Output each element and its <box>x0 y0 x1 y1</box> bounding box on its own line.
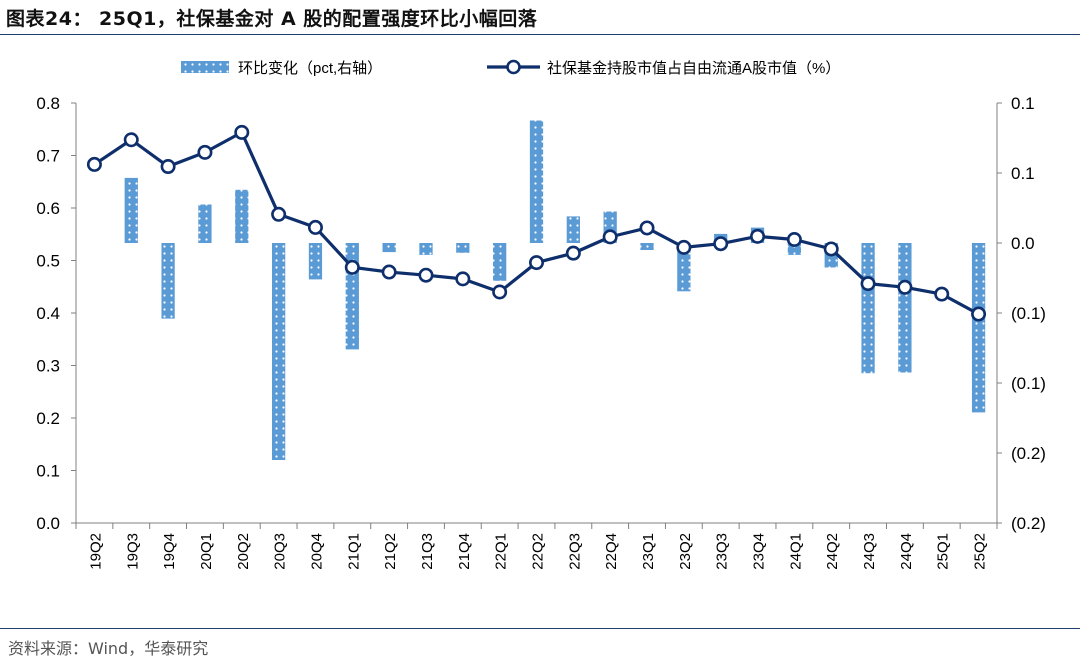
legend-line-marker <box>506 59 521 75</box>
point-22Q4 <box>602 229 618 245</box>
left-tick-label: 0.3 <box>36 357 60 376</box>
right-tick-label: (0.1) <box>1011 374 1046 393</box>
point-21Q3 <box>418 267 434 283</box>
top-divider <box>0 34 1080 35</box>
x-tick-label: 20Q2 <box>235 533 252 570</box>
bar-24Q3 <box>861 243 875 374</box>
point-20Q4 <box>307 219 323 235</box>
legend-bar-label: 环比变化（pct,右轴） <box>238 60 382 77</box>
left-tick-label: 0.4 <box>36 304 60 323</box>
point-24Q1 <box>786 232 802 248</box>
x-tick-label: 23Q3 <box>714 533 731 570</box>
x-tick-label: 22Q1 <box>493 533 510 570</box>
chart-area: 环比变化（pct,右轴） 社保基金持股市值占自由流通A股市值（%） 0.00.10… <box>36 59 1046 570</box>
point-19Q4 <box>160 159 176 175</box>
bar-22Q2 <box>529 120 544 243</box>
x-tick-label: 23Q1 <box>640 533 657 570</box>
bar-22Q3 <box>566 216 580 243</box>
point-19Q2 <box>86 156 102 172</box>
legend: 环比变化（pct,右轴） 社保基金持股市值占自由流通A股市值（%） <box>181 59 840 77</box>
right-tick-label: (0.2) <box>1011 444 1046 463</box>
point-23Q2 <box>676 239 692 255</box>
point-23Q3 <box>713 236 729 252</box>
right-tick-label: 0.1 <box>1011 94 1035 113</box>
x-tick-label: 25Q1 <box>935 533 952 570</box>
left-tick-label: 0.8 <box>36 94 60 113</box>
point-20Q2 <box>234 124 250 140</box>
x-tick-label: 24Q4 <box>898 533 915 570</box>
right-tick-label: 0.0 <box>1011 234 1035 253</box>
x-tick-label: 22Q2 <box>530 533 547 570</box>
bar-25Q2 <box>971 243 986 413</box>
point-23Q4 <box>750 228 766 244</box>
x-tick-label: 24Q2 <box>824 533 841 570</box>
bar-24Q1 <box>787 243 802 255</box>
bar-20Q2 <box>235 189 249 243</box>
x-axis-ticks: 19Q2 19Q3 19Q4 20Q1 20Q2 20Q3 20Q4 21Q1 21Q2 21Q3… <box>87 533 988 570</box>
bar-22Q1 <box>493 243 507 281</box>
point-22Q1 <box>492 284 508 300</box>
bar-21Q4 <box>456 243 470 253</box>
point-22Q3 <box>565 245 581 261</box>
point-24Q2 <box>823 241 839 257</box>
x-tick-label: 22Q3 <box>566 533 583 570</box>
x-tick-label: 24Q3 <box>861 533 878 570</box>
x-tick-label: 20Q3 <box>272 533 289 570</box>
bar-19Q3 <box>124 177 138 243</box>
x-tick-label: 21Q3 <box>419 533 436 570</box>
legend-bar-swatch <box>181 61 229 73</box>
x-tick-label: 19Q4 <box>161 533 178 570</box>
x-tick-label: 19Q3 <box>124 533 141 570</box>
point-21Q4 <box>455 271 471 287</box>
bottom-divider <box>0 628 1080 629</box>
line-series <box>86 124 987 322</box>
point-25Q2 <box>971 306 987 322</box>
right-tick-label: (0.1) <box>1011 304 1046 323</box>
bar-23Q1 <box>640 243 654 250</box>
x-tick-label: 20Q1 <box>198 533 215 570</box>
point-20Q3 <box>271 206 287 222</box>
bar-24Q4 <box>898 243 912 373</box>
point-25Q1 <box>934 286 950 302</box>
point-21Q1 <box>344 259 360 275</box>
point-20Q1 <box>197 144 213 160</box>
source-note: 资料来源：Wind，华泰研究 <box>8 639 209 658</box>
x-tick-label: 25Q2 <box>972 533 989 570</box>
legend-line-label: 社保基金持股市值占自由流通A股市值（%） <box>547 60 840 77</box>
point-23Q1 <box>639 220 655 236</box>
left-tick-label: 0.7 <box>36 147 60 166</box>
x-tick-label: 21Q1 <box>345 533 362 570</box>
left-tick-label: 0.6 <box>36 199 60 218</box>
axes: 0.0 0.1 0.2 0.3 0.4 0.5 0.6 0.7 0.8 (0.2) (0.2) (0.… <box>36 94 1046 533</box>
x-tick-label: 21Q4 <box>456 533 473 570</box>
point-24Q4 <box>897 279 913 295</box>
bar-20Q4 <box>308 243 323 280</box>
bar-21Q2 <box>382 243 396 253</box>
right-tick-label: (0.2) <box>1011 514 1046 533</box>
bar-21Q3 <box>419 243 433 255</box>
left-tick-label: 0.5 <box>36 252 60 271</box>
x-tick-label: 22Q4 <box>603 533 620 570</box>
bar-20Q1 <box>198 204 212 243</box>
chart-title: 图表24： 25Q1，社保基金对 A 股的配置强度环比小幅回落 <box>6 8 538 30</box>
x-tick-label: 23Q4 <box>751 533 768 570</box>
x-tick-label: 20Q4 <box>308 533 325 570</box>
point-21Q2 <box>381 264 397 280</box>
point-22Q2 <box>528 255 544 271</box>
bar-19Q4 <box>161 243 175 319</box>
bar-23Q2 <box>677 243 691 292</box>
x-tick-label: 24Q1 <box>787 533 804 570</box>
x-tick-label: 19Q2 <box>87 533 104 570</box>
bar-20Q3 <box>271 243 286 460</box>
left-tick-label: 0.0 <box>36 514 60 533</box>
x-tick-label: 23Q2 <box>677 533 694 570</box>
point-24Q3 <box>860 276 876 292</box>
bar-series <box>124 120 986 460</box>
point-19Q3 <box>123 132 139 148</box>
left-tick-label: 0.1 <box>36 462 60 481</box>
x-tick-label: 21Q2 <box>382 533 399 570</box>
left-tick-label: 0.2 <box>36 409 60 428</box>
right-tick-label: 0.1 <box>1011 164 1035 183</box>
bar-21Q1 <box>345 243 359 350</box>
